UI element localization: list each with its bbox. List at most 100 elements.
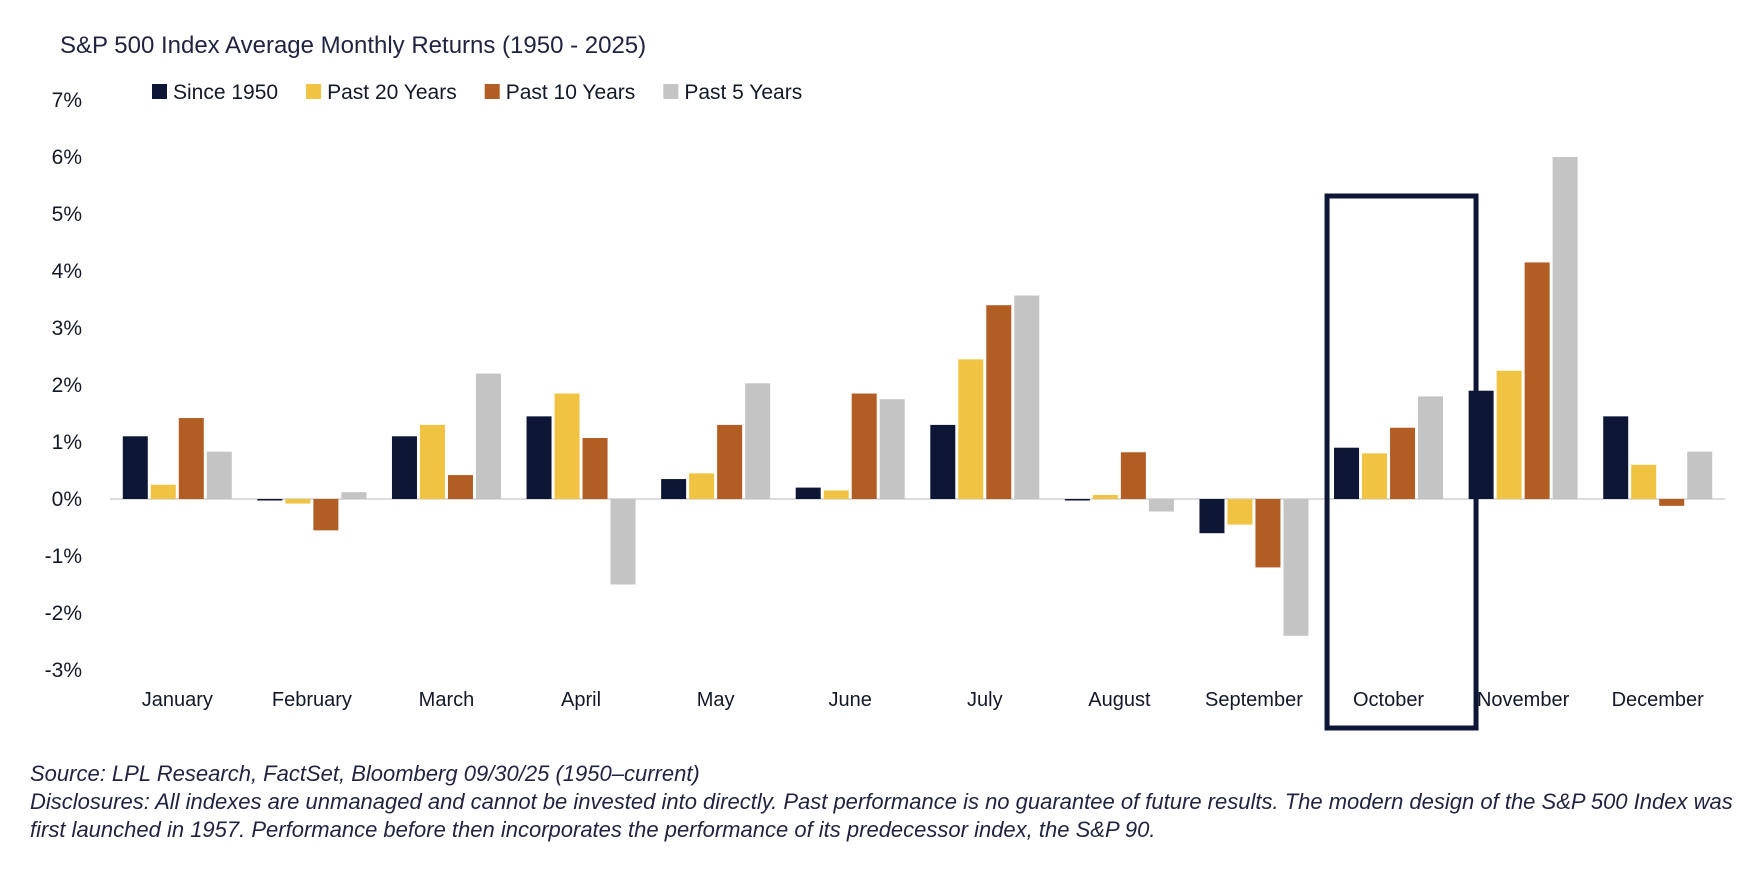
bar-october-since-1950: [1334, 447, 1360, 499]
legend-swatch: [152, 84, 167, 99]
bar-group-december: [1603, 416, 1713, 506]
legend-item: Past 10 Years: [484, 81, 635, 104]
bar-september-past-10-years: [1255, 499, 1281, 568]
bar-june-past-5-years: [879, 399, 905, 499]
bar-june-past-20-years: [823, 490, 849, 499]
bar-may-past-5-years: [745, 383, 771, 499]
bar-november-past-10-years: [1524, 262, 1550, 499]
bar-december-past-10-years: [1659, 499, 1685, 506]
highlight-box: [1324, 193, 1479, 731]
bar-december-since-1950: [1603, 416, 1629, 499]
bar-group-august: [1064, 452, 1174, 512]
bar-march-since-1950: [391, 436, 417, 499]
x-tick-label: July: [967, 689, 1003, 711]
bar-september-past-5-years: [1283, 499, 1309, 636]
bar-september-since-1950: [1199, 499, 1225, 534]
legend-item: Past 20 Years: [306, 81, 457, 104]
bar-group-april: [526, 393, 636, 585]
x-tick-label: December: [1612, 689, 1705, 711]
bar-group-june: [795, 393, 905, 499]
bar-february-past-20-years: [285, 499, 311, 504]
bar-group-september: [1199, 499, 1309, 636]
bar-september-past-20-years: [1227, 499, 1253, 525]
legend: Since 1950 Past 20 Years Past 10 Years Past…: [152, 81, 802, 104]
bar-group-july: [930, 295, 1040, 499]
bar-october-past-20-years: [1362, 453, 1388, 499]
bar-october-past-5-years: [1418, 396, 1444, 499]
bar-february-past-5-years: [341, 492, 367, 499]
y-tick-label: -1%: [45, 545, 82, 568]
legend-swatch: [306, 84, 322, 99]
bar-january-past-10-years: [178, 418, 204, 499]
legend-label: Past 5 Years: [684, 81, 802, 104]
bar-august-past-5-years: [1148, 499, 1174, 512]
bar-group-february: [257, 492, 367, 531]
y-tick-label: 0%: [52, 488, 82, 511]
legend-item: Past 5 Years: [663, 81, 802, 104]
legend-label: Since 1950: [173, 81, 278, 104]
y-tick-label: 1%: [52, 431, 82, 454]
x-tick-label: February: [272, 689, 352, 711]
x-tick-label: March: [419, 689, 475, 711]
x-tick-label: January: [142, 689, 213, 711]
y-tick-label: 4%: [52, 260, 82, 283]
bar-january-past-20-years: [150, 484, 176, 499]
y-tick-label: 5%: [52, 203, 82, 226]
y-tick-label: 3%: [52, 317, 82, 340]
bar-january-past-5-years: [206, 451, 232, 499]
bar-august-since-1950: [1064, 499, 1090, 501]
bar-group-october: [1334, 396, 1444, 499]
bar-january-since-1950: [122, 436, 148, 499]
legend-label: Past 20 Years: [327, 81, 457, 104]
disclosures-note: Disclosures: All indexes are unmanaged a…: [30, 789, 1733, 842]
y-tick-label: 2%: [52, 374, 82, 397]
x-tick-label: April: [561, 689, 601, 711]
y-tick-label: 6%: [52, 146, 82, 169]
bar-july-since-1950: [930, 424, 956, 499]
bar-july-past-5-years: [1014, 295, 1040, 499]
y-tick-label: -2%: [45, 602, 82, 625]
bar-february-past-10-years: [313, 499, 339, 531]
bar-group-march: [391, 373, 501, 499]
bar-june-past-10-years: [851, 393, 877, 499]
bars: [122, 157, 1713, 636]
bar-july-past-10-years: [986, 305, 1012, 499]
x-tick-label: May: [697, 689, 735, 711]
bar-may-past-20-years: [689, 473, 715, 499]
bar-april-past-20-years: [554, 393, 580, 499]
bar-december-past-20-years: [1631, 464, 1657, 499]
bar-group-may: [661, 383, 771, 499]
bar-may-past-10-years: [717, 424, 743, 499]
bar-may-since-1950: [661, 479, 687, 499]
bar-april-past-10-years: [582, 438, 608, 499]
y-tick-label: -3%: [45, 659, 82, 682]
legend-swatch: [663, 84, 679, 99]
y-axis: 7% 6% 5% 4% 3% 2% 1% 0% -1% -2% -3%: [45, 89, 82, 682]
legend-item: Since 1950: [152, 81, 278, 104]
chart-title: S&P 500 Index Average Monthly Returns (1…: [60, 32, 647, 59]
x-tick-label: August: [1088, 689, 1151, 711]
bar-march-past-10-years: [447, 475, 473, 499]
x-axis: January February March April May June July Augu…: [142, 689, 1704, 711]
bar-march-past-5-years: [475, 373, 501, 499]
bar-june-since-1950: [795, 487, 821, 499]
bar-group-january: [122, 418, 232, 499]
bar-august-past-10-years: [1120, 452, 1146, 499]
y-tick-label: 7%: [52, 89, 82, 112]
bar-april-past-5-years: [610, 499, 636, 585]
x-tick-label: October: [1353, 689, 1424, 711]
bar-group-november: [1468, 157, 1578, 499]
bar-april-since-1950: [526, 416, 552, 499]
bar-november-since-1950: [1468, 390, 1494, 499]
legend-swatch: [484, 84, 500, 99]
bar-february-since-1950: [257, 499, 283, 501]
x-tick-label: September: [1205, 689, 1303, 711]
bar-march-past-20-years: [419, 424, 445, 499]
bar-july-past-20-years: [958, 359, 984, 499]
x-tick-label: November: [1477, 689, 1570, 711]
bar-august-past-20-years: [1092, 495, 1118, 499]
bar-november-past-20-years: [1496, 370, 1522, 499]
x-tick-label: June: [829, 689, 872, 711]
bar-december-past-5-years: [1687, 451, 1713, 499]
